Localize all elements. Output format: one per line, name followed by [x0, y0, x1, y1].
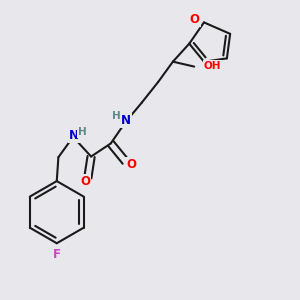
Text: N: N: [121, 114, 131, 127]
Text: O: O: [80, 175, 90, 188]
Text: O: O: [190, 13, 200, 26]
Text: OH: OH: [204, 61, 221, 70]
Text: N: N: [69, 129, 79, 142]
Text: H: H: [78, 127, 87, 137]
Text: F: F: [53, 248, 61, 260]
Text: O: O: [126, 158, 136, 171]
Text: H: H: [112, 111, 121, 121]
